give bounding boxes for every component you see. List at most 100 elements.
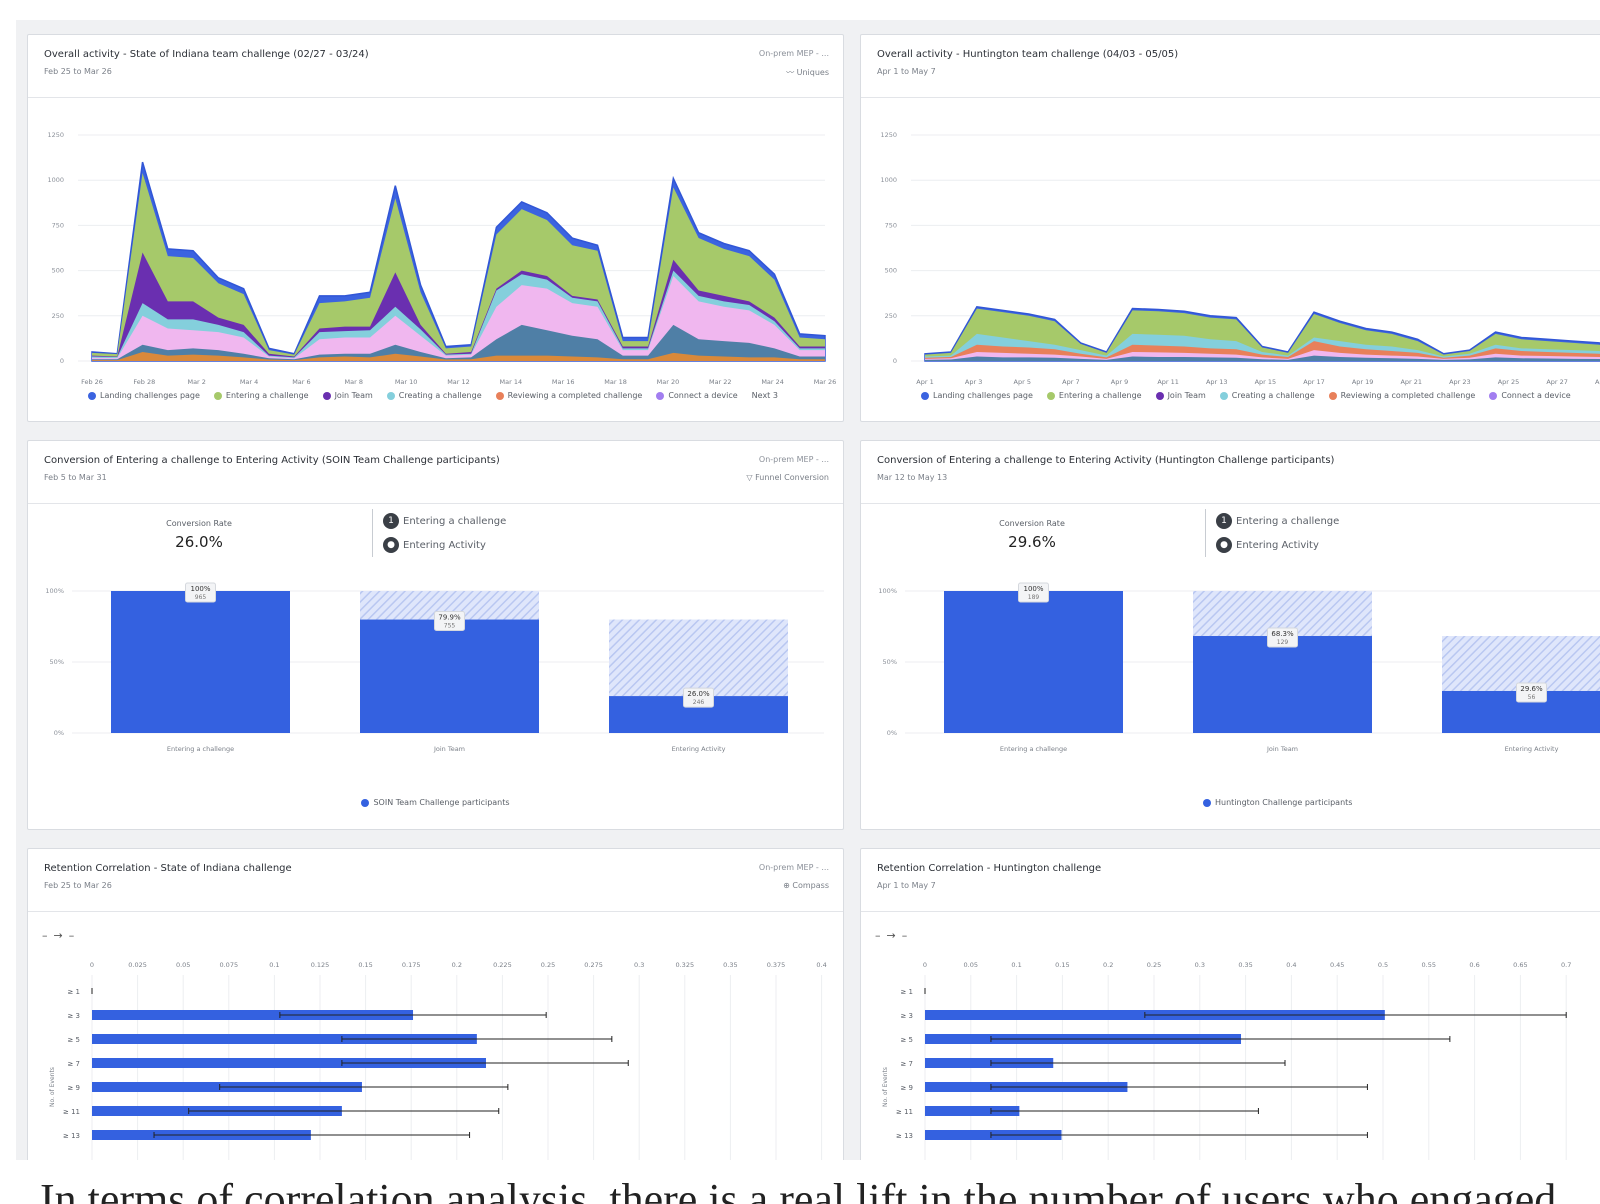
- y-tick-label: 250: [885, 312, 897, 320]
- x-tick-label: Mar 12: [447, 378, 470, 386]
- bar-count-label: 965: [195, 594, 207, 601]
- analysis-mode[interactable]: 〰 Uniques: [786, 68, 829, 77]
- legend-item[interactable]: Connect a device: [1489, 391, 1571, 400]
- x-tick-label: Entering a challenge: [167, 745, 234, 753]
- minus-icon[interactable]: –: [68, 929, 81, 942]
- legend-item[interactable]: Creating a challenge: [386, 391, 482, 400]
- card-title[interactable]: Overall activity - State of Indiana team…: [44, 49, 369, 60]
- dropoff-bar: [609, 619, 788, 697]
- activity-chart-indiana: 0 250 500 750 1000 1250 Feb 26 Feb 28 Mar 2 Mar 4…: [47, 131, 836, 386]
- x-tick-label: Apr 23: [1449, 378, 1471, 386]
- y-tick-label: ≥ 1: [67, 988, 80, 996]
- step-number-icon: 1: [383, 513, 399, 529]
- legend-item[interactable]: Entering a challenge: [1046, 391, 1142, 400]
- y-tick-label: 50%: [50, 658, 64, 666]
- card-title[interactable]: Overall activity - Huntington team chall…: [877, 49, 1179, 60]
- legend-dot: [1203, 798, 1211, 807]
- zoom-controls[interactable]: –→–: [42, 929, 80, 942]
- conversion-rate-value: 26.0%: [175, 533, 223, 551]
- bar-label-box: [683, 687, 714, 708]
- legend-dot: [1219, 391, 1228, 400]
- x-tick-label: Apr 19: [1352, 378, 1374, 386]
- funnel-step-1[interactable]: 1 Entering a challenge: [1216, 509, 1339, 533]
- card-title[interactable]: Retention Correlation - State of Indiana…: [44, 863, 292, 874]
- minus-icon[interactable]: –: [875, 929, 887, 942]
- funnel-step-2[interactable]: ● Entering Activity: [1216, 533, 1339, 557]
- zoom-controls[interactable]: –→–: [875, 929, 913, 942]
- funnel-step-2[interactable]: ● Entering Activity: [383, 533, 506, 557]
- y-tick-label: ≥ 13: [63, 1132, 80, 1140]
- x-tick-label: 0.3: [634, 961, 644, 969]
- legend-next-button[interactable]: Next 3: [751, 391, 778, 400]
- bar-percent-label: 100%: [1023, 585, 1043, 593]
- bar-count-label: 129: [1277, 639, 1289, 646]
- x-tick-label: 0: [90, 961, 94, 969]
- x-tick-label: Feb 26: [81, 378, 103, 386]
- legend-item[interactable]: Reviewing a completed challenge: [495, 391, 643, 400]
- legend-item[interactable]: Landing challenges page: [921, 391, 1033, 400]
- conversion-card-soin: Conversion of Entering a challenge to En…: [27, 440, 844, 830]
- legend-item[interactable]: Huntington Challenge participants: [1203, 798, 1352, 807]
- retention-card-indiana: Retention Correlation - State of Indiana…: [27, 848, 844, 1160]
- x-tick-label: 0.4: [816, 961, 826, 969]
- legend-label: Reviewing a completed challenge: [507, 391, 643, 400]
- legend-dot: [88, 391, 96, 400]
- x-tick-label: Mar 2: [187, 378, 205, 386]
- card-date-range: Feb 5 to Mar 31: [44, 473, 107, 482]
- correlation-bar: [92, 1058, 486, 1068]
- funnel-step-1[interactable]: 1 Entering a challenge: [383, 509, 506, 533]
- line-chart-icon: 〰: [786, 68, 797, 77]
- legend-dot: [1489, 391, 1498, 400]
- minus-icon[interactable]: –: [901, 929, 914, 942]
- x-tick-label: Mar 20: [657, 378, 680, 386]
- arrow-right-icon[interactable]: →: [886, 929, 902, 942]
- y-tick-label: ≥ 7: [67, 1060, 80, 1068]
- x-tick-label: Apr 5: [1014, 378, 1031, 386]
- analysis-mode[interactable]: ▽ Funnel Conversion: [746, 473, 829, 482]
- conversion-bar: [1193, 636, 1372, 733]
- compass-icon: ⊕: [783, 881, 793, 890]
- analysis-mode[interactable]: ⊕ Compass: [783, 881, 829, 890]
- y-tick-label: 1000: [47, 176, 64, 184]
- legend-item[interactable]: Landing challenges page: [88, 391, 200, 400]
- data-source-label[interactable]: On-prem MEP - ...: [758, 863, 829, 872]
- y-axis-label: No. of Events: [882, 1067, 889, 1107]
- card-header: Overall activity - State of Indiana team…: [28, 35, 843, 98]
- card-date-range: Mar 12 to May 13: [877, 473, 948, 482]
- step-end-icon: ●: [1216, 537, 1232, 553]
- y-tick-label: ≥ 9: [900, 1084, 913, 1092]
- card-title[interactable]: Conversion of Entering a challenge to En…: [44, 455, 500, 466]
- funnel-steps: 1 Entering a challenge ● Entering Activity: [372, 509, 506, 557]
- activity-legend: Landing challenges page Entering a challe…: [921, 391, 1600, 400]
- card-header: Conversion of Entering a challenge to En…: [861, 441, 1600, 504]
- correlation-bar: [925, 1058, 1054, 1068]
- arrow-right-icon[interactable]: →: [53, 929, 69, 942]
- y-tick-label: ≥ 3: [900, 1012, 913, 1020]
- correlation-bar: [92, 1010, 414, 1020]
- data-source-label[interactable]: On-prem MEP - ...: [758, 49, 829, 58]
- legend-item[interactable]: Connect a device: [656, 391, 738, 400]
- legend-item[interactable]: Creating a challenge: [1219, 391, 1315, 400]
- data-source-label[interactable]: On-prem MEP - ...: [758, 455, 829, 464]
- x-tick-label: 0.1: [269, 961, 279, 969]
- conversion-rate-label: Conversion Rate: [166, 519, 232, 528]
- x-tick-label: 0.15: [1055, 961, 1069, 969]
- legend-item[interactable]: Join Team: [322, 391, 373, 400]
- legend-item[interactable]: Entering a challenge: [213, 391, 309, 400]
- y-tick-label: ≥ 1: [900, 988, 913, 996]
- card-title[interactable]: Conversion of Entering a challenge to En…: [877, 455, 1335, 466]
- x-tick-label: 0.175: [402, 961, 421, 969]
- x-tick-label: 0.35: [723, 961, 737, 969]
- legend-item[interactable]: Join Team: [1155, 391, 1206, 400]
- legend-dot: [1328, 391, 1337, 400]
- x-tick-label: 0.4: [1286, 961, 1296, 969]
- cropped-body-text: In terms of correlation analysis, there …: [40, 1175, 1557, 1204]
- y-tick-label: ≥ 5: [900, 1036, 913, 1044]
- x-tick-label: Apr 7: [1062, 378, 1079, 386]
- minus-icon[interactable]: –: [42, 929, 54, 942]
- x-tick-label: 0.25: [541, 961, 555, 969]
- legend-item[interactable]: SOIN Team Challenge participants: [361, 798, 510, 807]
- card-title[interactable]: Retention Correlation - Huntington chall…: [877, 863, 1102, 874]
- funnel-steps: 1 Entering a challenge ● Entering Activity: [1205, 509, 1339, 557]
- legend-item[interactable]: Reviewing a completed challenge: [1328, 391, 1475, 400]
